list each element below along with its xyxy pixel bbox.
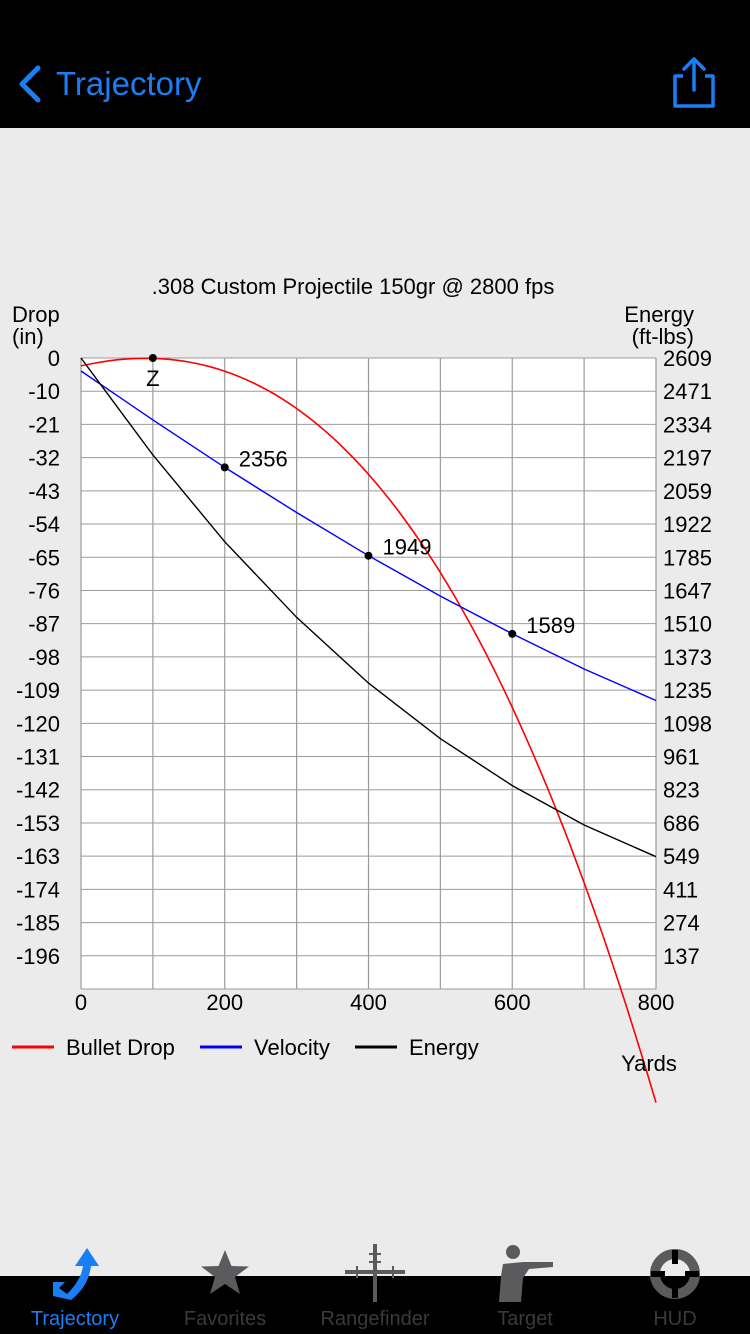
left-tick-label: -76 — [28, 578, 60, 603]
right-tick-label: 1098 — [663, 711, 712, 736]
left-tick-label: -98 — [28, 645, 60, 670]
hud-icon — [650, 1249, 700, 1299]
left-tick-label: -131 — [16, 745, 60, 770]
right-tick-label: 1235 — [663, 678, 712, 703]
chevron-left-icon — [19, 65, 41, 103]
energy-line — [80, 357, 657, 858]
right-tick-label: 823 — [663, 778, 700, 803]
left-tick-label: -163 — [16, 844, 60, 869]
bullet-drop-line — [80, 357, 657, 1103]
tab-rangefinder[interactable]: Rangefinder — [300, 1236, 450, 1334]
left-axis-label: Drop — [12, 302, 60, 327]
tab-trajectory[interactable]: Trajectory — [0, 1236, 150, 1334]
right-tick-label: 2197 — [663, 446, 712, 471]
right-tick-label: 961 — [663, 745, 700, 770]
zero-marker — [148, 354, 157, 362]
chart-title: .308 Custom Projectile 150gr @ 2800 fps — [152, 274, 555, 299]
left-axis-label: (in) — [12, 324, 44, 349]
x-axis-label: Yards — [621, 1051, 677, 1076]
right-axis-label: Energy — [624, 302, 694, 327]
reticle-icon — [345, 1244, 405, 1302]
left-tick-label: -120 — [16, 711, 60, 736]
left-tick-label: -21 — [28, 412, 60, 437]
x-tick-label: 600 — [494, 990, 531, 1015]
back-button[interactable]: Trajectory — [14, 58, 201, 110]
right-tick-label: 2334 — [663, 412, 712, 437]
tab-label: Trajectory — [30, 1308, 120, 1330]
legend-label: Energy — [409, 1035, 479, 1060]
share-icon[interactable] — [668, 56, 720, 112]
velocity-marker — [220, 463, 229, 472]
left-tick-label: 0 — [48, 346, 60, 371]
back-button-label: Trajectory — [56, 65, 202, 102]
left-tick-label: -87 — [28, 612, 60, 637]
star-icon — [201, 1250, 249, 1294]
right-axis-label: (ft-lbs) — [632, 324, 694, 349]
velocity-marker — [364, 551, 373, 560]
nav-bar: Trajectory — [0, 0, 750, 128]
right-tick-label: 2471 — [663, 379, 712, 404]
left-tick-label: -10 — [28, 379, 60, 404]
left-tick-label: -32 — [28, 446, 60, 471]
tab-hud[interactable]: HUD — [600, 1236, 750, 1334]
tab-label: Target — [497, 1308, 553, 1330]
zero-label: Z — [146, 366, 159, 391]
right-tick-label: 1785 — [663, 545, 712, 570]
left-tick-label: -185 — [16, 911, 60, 936]
legend-label: Bullet Drop — [66, 1035, 175, 1060]
legend-label: Velocity — [254, 1035, 330, 1060]
left-tick-label: -153 — [16, 811, 60, 836]
right-tick-label: 1922 — [663, 512, 712, 537]
velocity-label: 1949 — [383, 535, 432, 560]
velocity-label: 2356 — [239, 446, 288, 471]
right-tick-label: 1373 — [663, 645, 712, 670]
shooter-icon — [499, 1245, 553, 1302]
left-tick-label: -196 — [16, 944, 60, 969]
x-tick-label: 200 — [206, 990, 243, 1015]
tab-label: Rangefinder — [320, 1308, 430, 1330]
tab-favorites[interactable]: Favorites — [150, 1236, 300, 1334]
left-tick-label: -142 — [16, 778, 60, 803]
x-tick-label: 0 — [75, 990, 87, 1015]
right-tick-label: 411 — [663, 877, 698, 902]
right-tick-label: 2609 — [663, 346, 712, 371]
tab-target[interactable]: Target — [450, 1236, 600, 1334]
left-tick-label: -109 — [16, 678, 60, 703]
trajectory-chart: .308 Custom Projectile 150gr @ 2800 fps D… — [0, 250, 750, 1103]
right-tick-label: 1647 — [663, 578, 712, 603]
right-tick-label: 137 — [663, 944, 700, 969]
left-tick-label: -65 — [28, 545, 60, 570]
left-tick-label: -54 — [28, 512, 60, 537]
right-tick-label: 549 — [663, 844, 700, 869]
x-tick-label: 800 — [638, 990, 675, 1015]
velocity-label: 1589 — [526, 613, 575, 638]
right-tick-label: 2059 — [663, 479, 712, 504]
left-tick-label: -174 — [16, 877, 60, 902]
right-tick-label: 686 — [663, 811, 700, 836]
tab-label: HUD — [653, 1308, 697, 1330]
left-tick-label: -43 — [28, 479, 60, 504]
x-tick-label: 400 — [350, 990, 387, 1015]
velocity-marker — [508, 629, 517, 638]
right-tick-label: 274 — [663, 911, 700, 936]
tab-label: Favorites — [183, 1308, 267, 1330]
trajectory-icon — [53, 1248, 99, 1300]
chart-svg: .308 Custom Projectile 150gr @ 2800 fps D… — [12, 274, 712, 1103]
right-tick-label: 1510 — [663, 612, 712, 637]
